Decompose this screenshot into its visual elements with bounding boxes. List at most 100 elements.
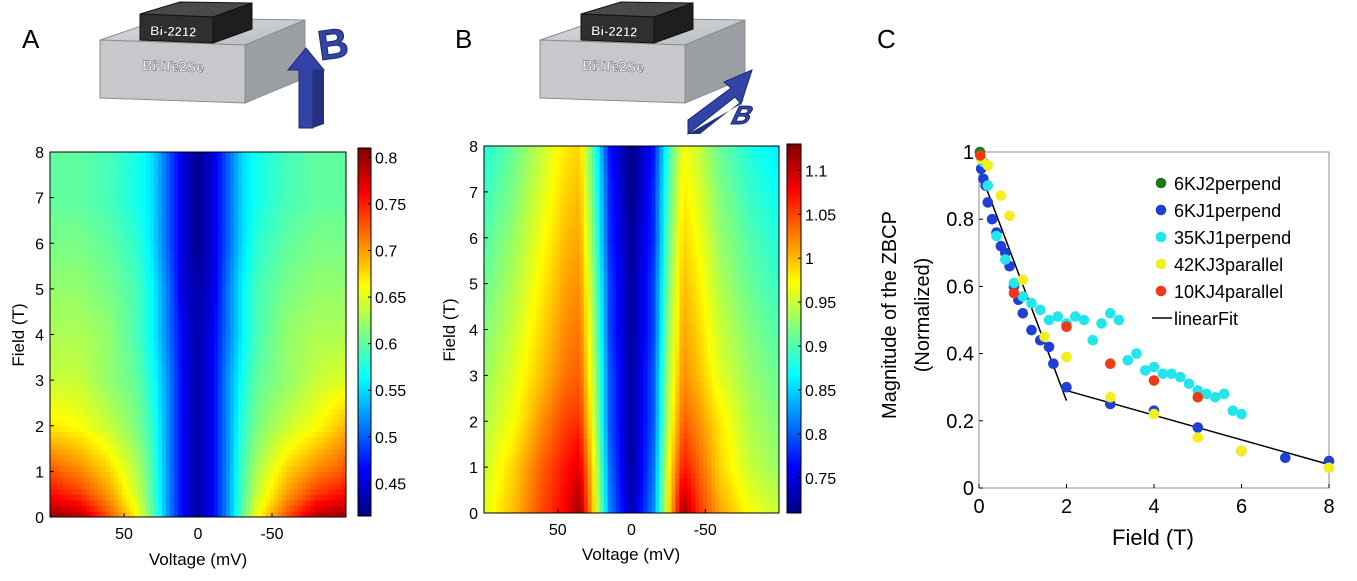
heatmap-cell — [318, 494, 323, 500]
heatmap-cell — [126, 260, 131, 266]
heatmap-cell — [334, 471, 339, 477]
heatmap-cell — [86, 397, 91, 403]
heatmap-cell — [230, 374, 235, 380]
heatmap-cell — [134, 238, 139, 244]
heatmap-cell — [170, 232, 175, 238]
heatmap-cell — [142, 175, 147, 181]
heatmap-cell — [258, 181, 263, 187]
heatmap-cell — [74, 198, 79, 204]
heatmap-cell — [190, 426, 195, 432]
heatmap-cell — [242, 449, 247, 455]
heatmap-cell — [166, 471, 171, 477]
heatmap-cell — [138, 414, 143, 420]
heatmap-cell — [118, 431, 123, 437]
heatmap-cell — [250, 163, 255, 169]
heatmap-cell — [290, 335, 295, 341]
heatmap-cell — [78, 317, 83, 323]
heatmap-cell — [166, 506, 171, 512]
heatmap-cell — [310, 175, 315, 181]
heatmap-cell — [62, 329, 67, 335]
heatmap-cell — [130, 175, 135, 181]
heatmap-cell — [238, 409, 243, 415]
heatmap-cell — [118, 437, 123, 443]
heatmap-cell — [246, 289, 251, 295]
heatmap-cell — [222, 357, 227, 363]
heatmap-cell — [78, 249, 83, 255]
heatmap-cell — [270, 203, 275, 209]
heatmap-cell — [262, 181, 267, 187]
heatmap-cell — [54, 392, 59, 398]
heatmap-cell — [302, 409, 307, 415]
heatmap-cell — [166, 277, 171, 283]
heatmap-cell — [234, 163, 239, 169]
heatmap-cell — [50, 449, 55, 455]
heatmap-cell — [150, 312, 155, 318]
heatmap-cell — [174, 300, 179, 306]
y-tick-label: 0 — [35, 510, 44, 527]
heatmap-cell — [186, 369, 191, 375]
heatmap-cell — [194, 312, 199, 318]
heatmap-cell — [190, 477, 195, 483]
heatmap-cell — [318, 363, 323, 369]
heatmap-cell — [564, 502, 569, 508]
heatmap-cell — [194, 477, 199, 483]
heatmap-cell — [94, 266, 99, 272]
heatmap-cell — [206, 386, 211, 392]
heatmap-cell — [326, 471, 331, 477]
heatmap-cell — [186, 181, 191, 187]
heatmap-cell — [82, 386, 87, 392]
heatmap-cell — [338, 329, 343, 335]
heatmap-cell — [326, 443, 331, 449]
heatmap-cell — [94, 403, 99, 409]
heatmap-cell — [110, 317, 115, 323]
heatmap-cell — [258, 357, 263, 363]
heatmap-cell — [126, 454, 131, 460]
heatmap-cell — [330, 152, 335, 158]
heatmap-cell — [246, 437, 251, 443]
heatmap-cell — [106, 386, 111, 392]
heatmap-cell — [98, 203, 103, 209]
heatmap-cell — [170, 283, 175, 289]
heatmap-cell — [286, 203, 291, 209]
heatmap-cell — [190, 192, 195, 198]
heatmap-cell — [270, 386, 275, 392]
heatmap-cell — [330, 232, 335, 238]
heatmap-cell — [286, 283, 291, 289]
heatmap-cell — [98, 260, 103, 266]
heatmap-cell — [114, 243, 119, 249]
heatmap-cell — [174, 494, 179, 500]
heatmap-cell — [174, 238, 179, 244]
heatmap-cell — [310, 238, 315, 244]
heatmap-cell — [290, 443, 295, 449]
heatmap-cell — [218, 340, 223, 346]
heatmap-cell — [158, 403, 163, 409]
heatmap-cell — [50, 397, 55, 403]
heatmap-cell — [540, 502, 545, 508]
heatmap-cell — [330, 506, 335, 512]
heatmap-cell — [82, 209, 87, 215]
heatmap-cell — [318, 163, 323, 169]
heatmap-cell — [278, 397, 283, 403]
heatmap-cell — [246, 374, 251, 380]
heatmap-cell — [150, 386, 155, 392]
heatmap-cell — [194, 306, 199, 312]
heatmap-cell — [98, 409, 103, 415]
heatmap-cell — [166, 169, 171, 175]
heatmap-cell — [270, 266, 275, 272]
heatmap-cell — [186, 409, 191, 415]
heatmap-cell — [190, 369, 195, 375]
heatmap-cell — [314, 335, 319, 341]
heatmap-cell — [286, 266, 291, 272]
heatmap-cell — [278, 152, 283, 158]
heatmap-cell — [202, 420, 207, 426]
heatmap-cell — [162, 317, 167, 323]
heatmap-cell — [54, 335, 59, 341]
heatmap-cell — [270, 329, 275, 335]
heatmap-cell — [298, 471, 303, 477]
heatmap-cell — [182, 460, 187, 466]
heatmap-cell — [206, 426, 211, 432]
heatmap-cell — [190, 158, 195, 164]
heatmap-cell — [294, 266, 299, 272]
heatmap-cell — [314, 483, 319, 489]
heatmap-cell — [242, 409, 247, 415]
